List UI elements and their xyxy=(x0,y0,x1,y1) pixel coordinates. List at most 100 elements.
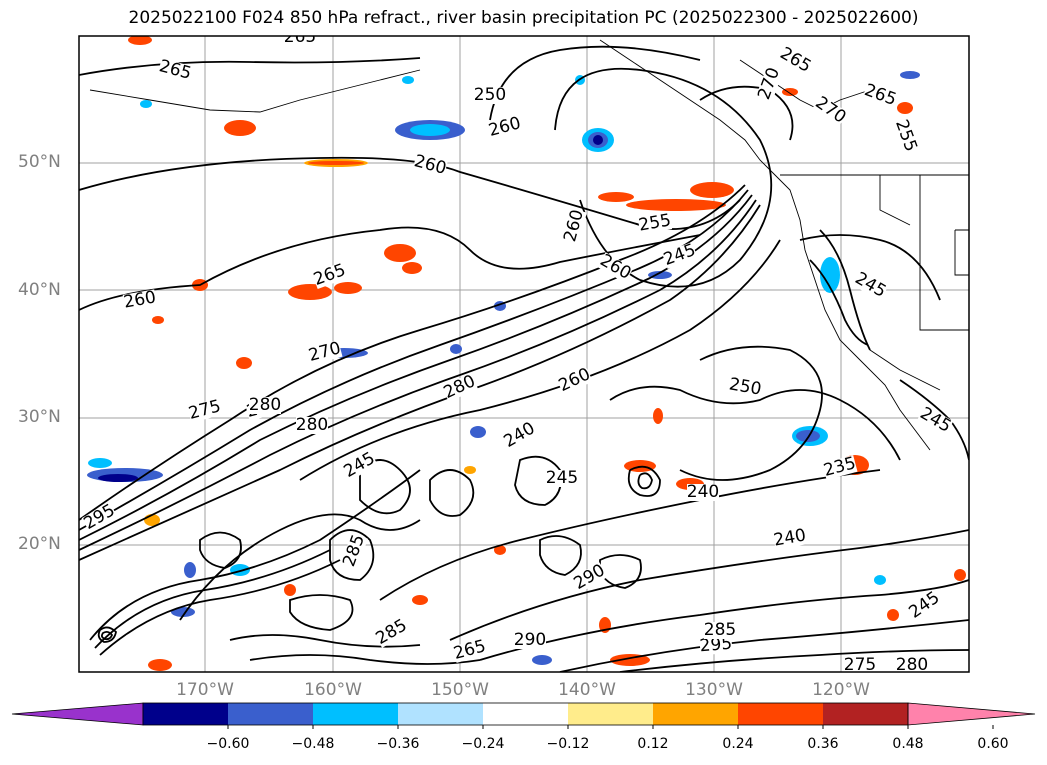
contour-label-bg xyxy=(187,398,223,423)
contour-label-bg xyxy=(812,94,849,127)
contour-label-bg xyxy=(501,420,538,451)
colorbar-bin xyxy=(228,703,313,725)
contour-label-bg xyxy=(727,376,763,399)
contour-label: 285 xyxy=(372,615,410,649)
contour-label-bg xyxy=(917,405,954,436)
colorbar-bin xyxy=(313,703,398,725)
colorbar-bin xyxy=(483,703,568,725)
contour-label-bg xyxy=(307,340,343,365)
lat-label-40n: 40°N xyxy=(18,280,61,300)
contour-label-bg xyxy=(637,212,673,235)
contour-label: 275 xyxy=(844,655,876,675)
contour-label: 245 xyxy=(661,240,698,270)
contour-label: 245 xyxy=(851,268,889,302)
colorbar-bin xyxy=(398,703,483,725)
colorbar-frame xyxy=(142,702,909,726)
contour-label-bg xyxy=(562,208,587,244)
contour-label-bg xyxy=(822,455,858,480)
contour-label-bg xyxy=(906,589,943,622)
contour-label: 265 xyxy=(284,27,316,47)
contour-label-bg xyxy=(474,87,506,104)
contour-label-bg xyxy=(341,450,378,481)
contour-label: 260 xyxy=(486,113,523,141)
contour-label: 250 xyxy=(474,85,506,105)
contour-label: 245 xyxy=(905,588,943,623)
lat-label-30n: 30°N xyxy=(18,407,61,427)
contour-label-bg xyxy=(249,397,281,414)
map-frame xyxy=(78,35,970,673)
contour-label-bg xyxy=(373,617,410,648)
colorbar-tick-label: 0.36 xyxy=(807,736,839,752)
contour-label: 260 xyxy=(556,364,594,396)
contour-label-bg xyxy=(81,502,118,533)
contour-label: 285 xyxy=(704,620,736,640)
contour-label: 245 xyxy=(916,403,954,437)
contour-label: 235 xyxy=(821,453,858,481)
contour-label-bg xyxy=(157,58,193,83)
contour-label: 240 xyxy=(687,482,719,502)
contour-label: 290 xyxy=(514,630,546,650)
colorbar-tick-label: 0.60 xyxy=(977,736,1009,752)
contour-label: 265 xyxy=(862,80,899,110)
contour-label: 260 xyxy=(560,207,588,244)
lon-label-140w: 140°W xyxy=(558,680,616,700)
colorbar-tick-label: −0.48 xyxy=(291,736,335,752)
refractivity-map: 265 265 260 260 260 265 270 275 290 280 280 260 250 2… xyxy=(78,27,970,675)
contour-label: 255 xyxy=(891,117,921,154)
contour-label-bg xyxy=(284,36,316,46)
lon-label-120w: 120°W xyxy=(812,680,870,700)
colorbar-extend-min xyxy=(11,702,144,726)
colorbar-tick-label: −0.12 xyxy=(546,736,590,752)
contour-label-bg xyxy=(852,270,889,301)
contour-label: 280 xyxy=(249,395,281,415)
contour-label: 240 xyxy=(500,418,538,452)
colorbar-bin xyxy=(823,703,908,725)
contour-label-bg xyxy=(772,527,808,550)
colorbar-extend-max xyxy=(907,702,1036,726)
contour-label-bg xyxy=(514,632,546,649)
contour-label-bg xyxy=(452,638,488,663)
contour-label-bg xyxy=(844,657,876,672)
contour-label-bg xyxy=(487,115,523,140)
contour-label-bg xyxy=(704,622,736,639)
contour-label-layer: 265 265 260 260 260 265 270 275 290 280 280 260 250 2… xyxy=(80,27,955,675)
graticule xyxy=(79,36,969,672)
colorbar-bin xyxy=(738,703,823,725)
lon-label-160w: 160°W xyxy=(304,680,362,700)
contour-label-bg xyxy=(296,417,328,434)
contour-label: 240 xyxy=(772,525,807,550)
contour-label-bg xyxy=(122,289,158,312)
contour-label-bg xyxy=(699,635,733,656)
lon-label-150w: 150°W xyxy=(431,680,489,700)
map-title: 2025022100 F024 850 hPa refract., river … xyxy=(128,8,919,28)
coastlines xyxy=(89,39,969,451)
contour-label: 270 xyxy=(812,93,850,128)
colorbar-tick-label: −0.36 xyxy=(376,736,420,752)
contour-label-bg xyxy=(597,252,634,283)
contour-label-bg xyxy=(896,657,928,672)
contour-label: 265 xyxy=(157,56,194,84)
contour-label: 280 xyxy=(296,415,328,435)
contour-label: 255 xyxy=(637,210,672,235)
contour-label-bg xyxy=(341,532,368,569)
contour-label-bg xyxy=(546,470,578,487)
contour-label: 295 xyxy=(699,634,733,657)
contour-label-bg xyxy=(311,262,348,289)
colorbar-bin xyxy=(568,703,653,725)
refractivity-contours xyxy=(79,45,969,672)
contour-label-bg xyxy=(412,153,448,178)
contour-label-bg xyxy=(892,117,919,154)
lat-label-20n: 20°N xyxy=(18,534,61,554)
colorbar-tick-label: 0.24 xyxy=(722,736,754,752)
contour-label-bg xyxy=(777,45,814,76)
lon-label-130w: 130°W xyxy=(685,680,743,700)
colorbar-tick-label: −0.24 xyxy=(461,736,505,752)
lon-label-170w: 170°W xyxy=(176,680,234,700)
contour-label: 250 xyxy=(727,374,762,399)
contour-label: 275 xyxy=(186,396,223,424)
colorbar-tick-label: 0.48 xyxy=(892,736,924,752)
contour-label-bg xyxy=(571,562,608,593)
colorbar-bin xyxy=(653,703,738,725)
colorbar-tick-label: −0.60 xyxy=(206,736,250,752)
contour-label-bg xyxy=(862,82,899,109)
